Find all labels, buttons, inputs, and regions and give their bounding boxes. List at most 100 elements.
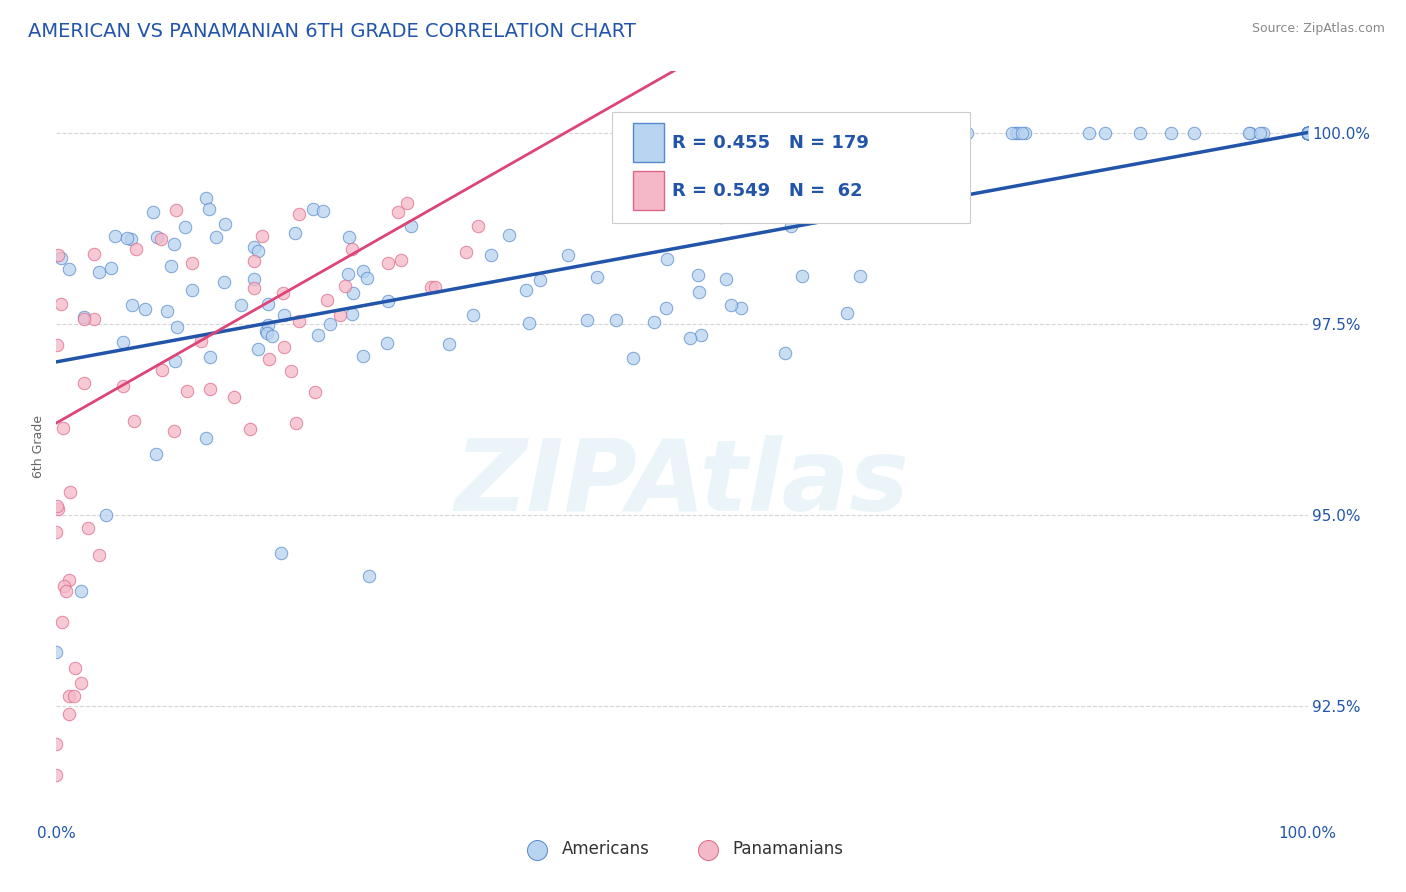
Point <box>63 661 86 675</box>
Point <box>395 196 418 211</box>
Point <box>375 336 398 351</box>
Point <box>280 364 302 378</box>
Point <box>329 308 352 322</box>
Point <box>755 193 778 207</box>
Point <box>1296 126 1319 140</box>
Point <box>700 126 723 140</box>
Point <box>72 376 94 390</box>
Point <box>790 269 813 284</box>
Point <box>1296 126 1319 140</box>
Point <box>63 689 86 703</box>
Point <box>1296 126 1319 140</box>
Point <box>352 264 374 278</box>
Point <box>1237 126 1260 140</box>
Point <box>1296 126 1319 140</box>
Point <box>166 319 188 334</box>
Point <box>1296 126 1319 140</box>
Point <box>122 414 145 428</box>
Point <box>1296 126 1319 140</box>
Point <box>647 126 669 140</box>
Point <box>307 328 329 343</box>
Point <box>304 385 326 400</box>
Point <box>250 229 273 244</box>
Point <box>45 768 67 782</box>
Point <box>315 293 337 307</box>
Point <box>1249 126 1271 140</box>
Point <box>710 210 733 224</box>
Point <box>96 508 118 522</box>
Point <box>121 298 143 312</box>
Point <box>605 313 627 327</box>
Point <box>1296 126 1319 140</box>
Point <box>150 362 173 376</box>
Point <box>273 308 295 322</box>
Point <box>810 126 832 140</box>
Point <box>73 311 96 326</box>
Point <box>335 279 357 293</box>
Point <box>302 202 325 217</box>
Point <box>1296 126 1319 140</box>
Point <box>51 251 73 265</box>
Point <box>911 126 934 140</box>
Point <box>377 293 399 308</box>
Point <box>1296 126 1319 140</box>
Point <box>1296 126 1319 140</box>
Point <box>284 416 307 430</box>
Point <box>1239 126 1261 140</box>
Point <box>1296 126 1319 140</box>
Point <box>1296 126 1319 140</box>
Point <box>1182 126 1205 140</box>
Point <box>70 584 93 599</box>
Point <box>337 229 360 244</box>
Point <box>949 126 972 140</box>
Point <box>134 301 156 316</box>
Point <box>1007 126 1029 140</box>
Point <box>222 391 245 405</box>
Point <box>51 421 73 435</box>
Point <box>1129 126 1152 140</box>
Point <box>1296 126 1319 140</box>
Point <box>120 232 142 246</box>
Point <box>1296 126 1319 140</box>
Point <box>621 351 644 365</box>
Point <box>270 546 292 560</box>
Point <box>779 219 801 233</box>
Point <box>655 252 678 267</box>
Point <box>728 126 751 140</box>
Point <box>262 329 284 343</box>
Legend: Americans, Panamanians: Americans, Panamanians <box>513 833 851 864</box>
Point <box>1296 126 1319 140</box>
Point <box>89 548 111 562</box>
Point <box>1296 126 1319 140</box>
Point <box>1296 126 1319 140</box>
Point <box>1296 126 1319 140</box>
Point <box>1296 126 1319 140</box>
Point <box>1296 126 1319 140</box>
Point <box>53 579 76 593</box>
Point <box>1296 126 1319 140</box>
Point <box>246 342 269 356</box>
Point <box>48 248 70 262</box>
Text: AMERICAN VS PANAMANIAN 6TH GRADE CORRELATION CHART: AMERICAN VS PANAMANIAN 6TH GRADE CORRELA… <box>28 22 636 41</box>
Point <box>1005 126 1028 140</box>
Point <box>288 314 311 328</box>
Point <box>214 217 236 231</box>
Point <box>58 573 80 587</box>
Point <box>83 246 105 260</box>
Point <box>150 232 173 246</box>
Point <box>45 645 67 659</box>
Point <box>342 285 364 300</box>
Point <box>1296 126 1319 140</box>
Point <box>1011 126 1033 140</box>
Point <box>387 204 409 219</box>
Point <box>190 334 212 348</box>
Point <box>319 317 342 331</box>
Point <box>1296 126 1319 140</box>
Point <box>257 297 280 311</box>
Point <box>212 275 235 289</box>
Point <box>145 447 167 461</box>
Point <box>243 271 266 285</box>
Point <box>58 706 80 721</box>
Point <box>399 219 422 233</box>
Point <box>730 301 752 316</box>
